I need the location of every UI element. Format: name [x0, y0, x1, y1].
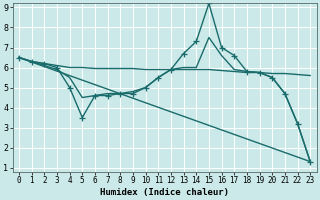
- X-axis label: Humidex (Indice chaleur): Humidex (Indice chaleur): [100, 188, 229, 197]
